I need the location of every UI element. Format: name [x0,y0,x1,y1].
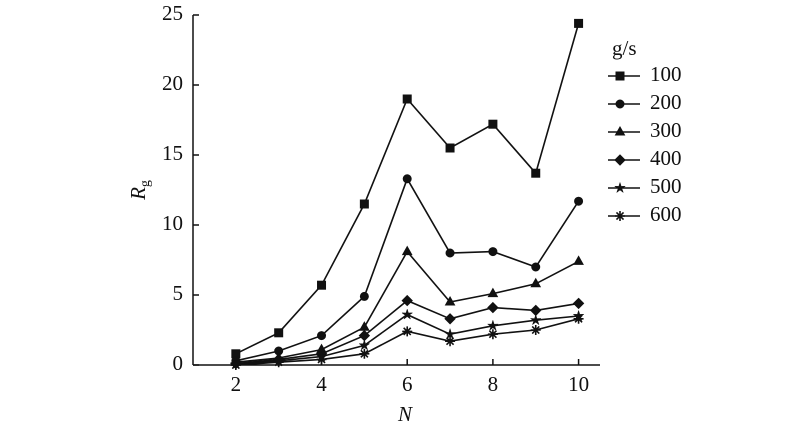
marker [529,313,542,326]
marker [445,248,455,258]
marker [401,308,414,320]
marker [274,328,284,338]
marker [359,199,369,209]
legend-label: 600 [650,202,682,226]
marker [531,262,541,272]
marker [401,294,413,307]
series-line [235,250,579,363]
y-label-main: R [126,187,150,201]
marker [573,313,584,324]
marker [614,154,626,166]
marker [613,181,627,194]
marker [317,331,327,341]
marker [359,348,370,359]
marker [359,291,369,301]
x-tick-label: 6 [402,372,413,396]
marker [615,211,625,221]
marker [445,143,455,153]
marker [615,71,625,81]
x-tick-label: 8 [488,372,499,396]
legend-label: 300 [650,118,682,142]
marker [614,125,626,136]
marker [402,174,412,184]
y-label-subscript: g [138,180,153,187]
x-tick-label: 2 [231,372,242,396]
y-tick-label: 5 [173,281,184,305]
marker [488,247,498,257]
marker [573,255,584,265]
x-tick-label: 10 [568,372,589,396]
marker [488,119,498,129]
marker [530,325,541,335]
marker [402,326,413,337]
legend-label: 400 [650,146,682,170]
marker [487,329,498,340]
marker [574,18,584,28]
marker [444,295,456,306]
marker [359,321,370,331]
x-tick-label: 4 [316,372,327,396]
marker [401,245,413,256]
y-tick-label: 20 [162,71,183,95]
marker [574,196,584,206]
legend-label: 500 [650,174,682,198]
marker [317,280,327,290]
y-axis-label-text: Rg [126,180,153,201]
marker [444,313,456,325]
marker [358,339,371,351]
marker [402,94,412,104]
marker [487,301,499,314]
y-tick-label: 10 [162,211,183,235]
marker [530,277,542,288]
legend-title: g/s [612,36,637,60]
marker [615,99,625,109]
marker [572,297,585,310]
legend-label: 200 [650,90,682,114]
legend-label: 100 [650,62,682,86]
y-tick-label: 15 [162,141,183,165]
marker [531,168,541,178]
y-axis-label: Rg [126,180,153,201]
marker [486,319,499,331]
marker [316,354,327,365]
x-axis-label: N [397,402,413,426]
y-tick-label: 25 [162,1,183,25]
marker [230,360,241,370]
y-tick-label: 0 [173,351,184,375]
marker [487,287,499,298]
marker [273,357,284,368]
marker [445,336,456,347]
